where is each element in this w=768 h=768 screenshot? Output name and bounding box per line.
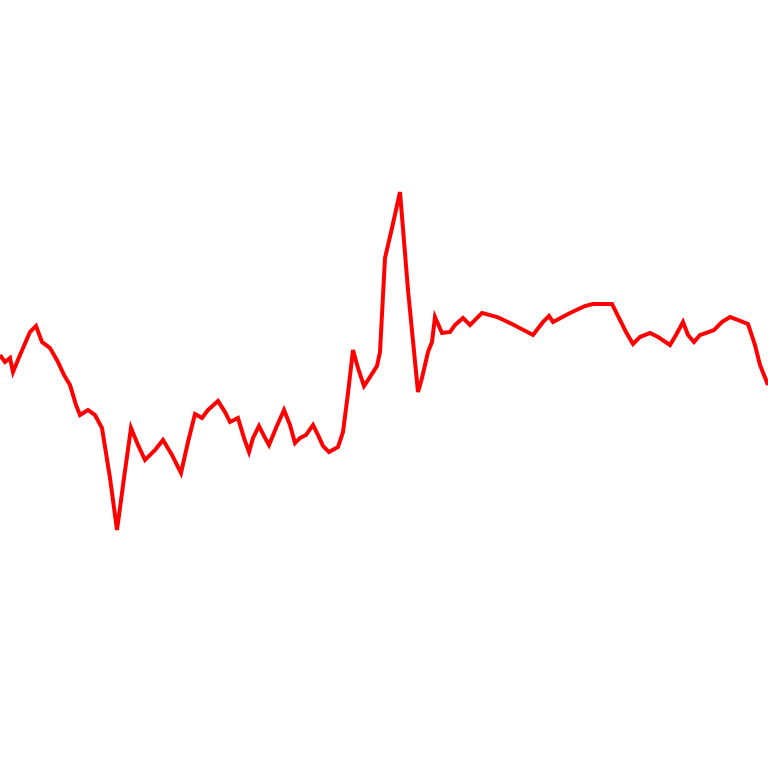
- series-line-0: [0, 191, 768, 531]
- series-layer: [0, 191, 768, 531]
